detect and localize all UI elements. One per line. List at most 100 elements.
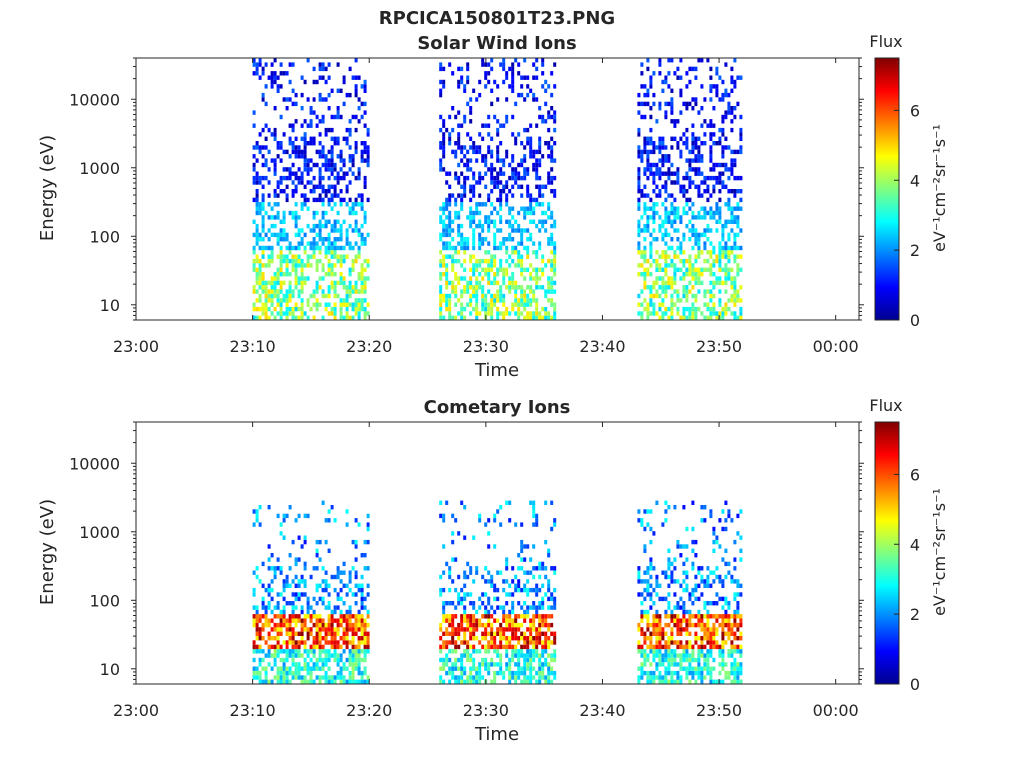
flux-cell: [640, 644, 644, 650]
flux-cell: [646, 583, 650, 588]
flux-cell: [694, 553, 698, 558]
flux-cell: [321, 215, 325, 220]
flux-cell: [523, 557, 527, 562]
flux-cell: [333, 306, 337, 312]
flux-cell: [351, 666, 355, 671]
flux-cell: [664, 311, 668, 316]
flux-cell: [342, 171, 346, 176]
flux-cell: [712, 627, 716, 632]
flux-cell: [520, 263, 524, 268]
flux-cell: [333, 237, 337, 242]
flux-cell: [688, 263, 692, 268]
flux-cell: [733, 254, 737, 259]
flux-cell: [288, 285, 292, 290]
flux-cell: [688, 640, 692, 645]
flux-cell: [529, 640, 533, 645]
flux-cell: [733, 237, 737, 242]
flux-cell: [276, 679, 280, 684]
flux-cell: [315, 241, 319, 246]
flux-cell: [697, 149, 701, 155]
flux-cell: [321, 237, 325, 242]
flux-cell: [324, 627, 328, 632]
flux-cell: [360, 640, 364, 645]
flux-cell: [463, 267, 467, 272]
flux-cell: [709, 666, 713, 671]
flux-cell: [481, 657, 485, 663]
flux-cell: [709, 66, 713, 72]
flux-cell: [303, 232, 307, 238]
flux-cell: [273, 280, 277, 286]
flux-cell: [279, 237, 283, 242]
flux-cell: [327, 245, 331, 251]
flux-cell: [261, 627, 265, 632]
flux-cell: [252, 289, 256, 294]
flux-cell: [694, 66, 698, 72]
flux-cell: [321, 189, 325, 194]
flux-cell: [484, 644, 488, 650]
flux-cell: [649, 289, 653, 294]
flux-cell: [342, 285, 346, 290]
flux-cell: [553, 114, 557, 120]
flux-cell: [333, 241, 337, 246]
flux-cell: [258, 75, 262, 80]
flux-cell: [267, 679, 271, 684]
flux-cell: [472, 675, 476, 680]
flux-cell: [315, 601, 319, 606]
flux-cell: [532, 657, 536, 663]
flux-cell: [445, 662, 449, 667]
flux-cell: [553, 62, 557, 67]
flux-cell: [484, 250, 488, 255]
flux-cell: [496, 267, 500, 272]
flux-cell: [276, 210, 280, 216]
flux-cell: [733, 106, 737, 111]
flux-cell: [451, 127, 455, 133]
flux-cell: [327, 258, 331, 264]
flux-cell: [553, 605, 557, 610]
flux-cell: [682, 193, 686, 198]
flux-cell: [288, 210, 292, 216]
flux-cell: [267, 180, 271, 185]
flux-cell: [550, 114, 554, 120]
flux-cell: [712, 679, 716, 684]
flux-cell: [363, 679, 367, 684]
flux-cell: [688, 289, 692, 294]
flux-cell: [258, 206, 262, 211]
flux-cell: [339, 276, 343, 281]
flux-cell: [300, 298, 304, 303]
flux-cell: [442, 298, 446, 303]
flux-cell: [294, 263, 298, 268]
flux-cell: [336, 171, 340, 176]
flux-cell: [258, 627, 262, 632]
flux-cell: [291, 171, 295, 176]
flux-cell: [333, 574, 337, 580]
flux-cell: [318, 618, 322, 623]
flux-cell: [339, 114, 343, 120]
flux-cell: [282, 189, 286, 194]
flux-cell: [529, 237, 533, 242]
flux-cell: [451, 237, 455, 242]
flux-cell: [345, 228, 349, 233]
flux-cell: [511, 215, 515, 220]
flux-cell: [276, 670, 280, 676]
flux-cell: [544, 566, 548, 571]
flux-cell: [550, 622, 554, 628]
flux-cell: [727, 197, 731, 203]
flux-cell: [511, 566, 515, 571]
flux-cell: [267, 644, 271, 650]
flux-cell: [682, 289, 686, 294]
flux-cell: [478, 171, 482, 176]
flux-cell: [442, 119, 446, 124]
flux-cell: [724, 276, 728, 281]
flux-cell: [463, 119, 467, 124]
flux-cell: [297, 289, 301, 294]
flux-cell: [526, 267, 530, 272]
flux-cell: [673, 206, 677, 211]
flux-cell: [309, 167, 313, 172]
flux-cell: [685, 570, 689, 575]
flux-cell: [550, 605, 554, 610]
x-tick-label: 23:10: [230, 337, 276, 356]
flux-cell: [490, 66, 494, 72]
flux-cell: [739, 662, 743, 667]
flux-cell: [703, 228, 707, 233]
flux-cell: [505, 666, 509, 671]
